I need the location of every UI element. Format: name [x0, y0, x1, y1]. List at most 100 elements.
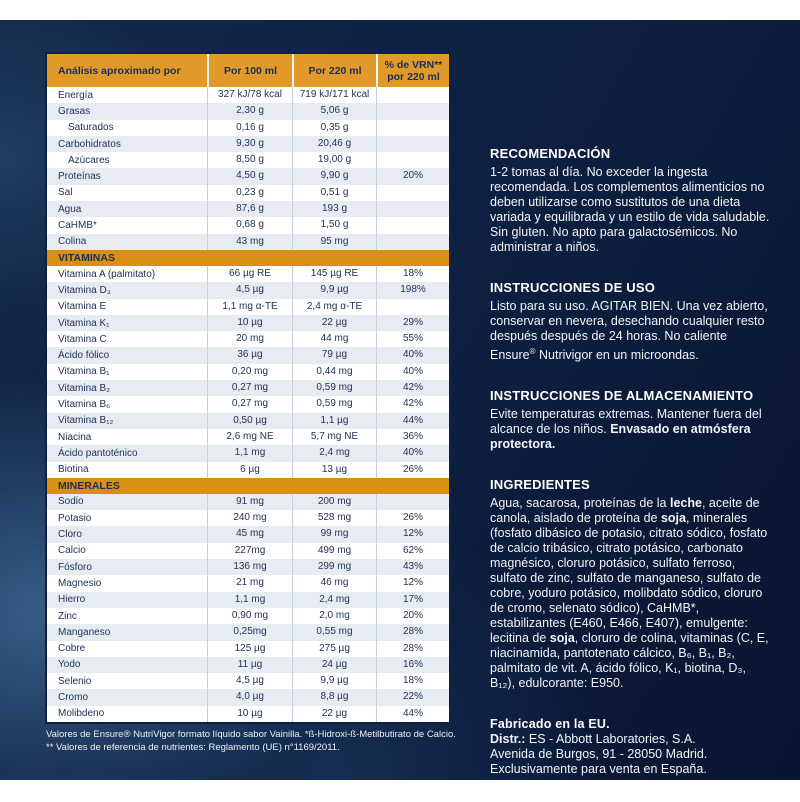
panel: RECOMENDACIÓN 1-2 tomas al día. No excede…	[490, 146, 772, 255]
vrn-percent: 17%	[376, 591, 449, 608]
vrn-percent: 40%	[376, 363, 449, 381]
value-per-100ml: 136 mg	[207, 559, 292, 576]
value-per-220ml: 528 mg	[292, 510, 376, 527]
value-per-100ml: 1,1 mg α-TE	[207, 298, 292, 315]
row-label: Grasas	[58, 105, 91, 117]
text: Nutrivigor en un microondas.	[535, 348, 699, 363]
text: Evite temperaturas extremas. Mantener fu…	[490, 407, 762, 437]
table-row: Ácido fólico 36 µg 79 µg 40%	[47, 347, 449, 364]
info-panels: RECOMENDACIÓN 1-2 tomas al día. No excede…	[490, 146, 772, 802]
value-per-220ml: 1,50 g	[292, 217, 376, 234]
value-per-220ml: 1,1 µg	[292, 412, 376, 429]
table-footnote: Valores de Ensure® NutriVigor formato lí…	[46, 728, 466, 754]
text: , cloruro de colina, vitaminas (C, E, ni…	[490, 631, 769, 691]
value-per-100ml: 240 mg	[207, 510, 292, 527]
value-per-220ml: 95 mg	[292, 233, 376, 250]
panel-heading: INGREDIENTES	[490, 477, 590, 493]
panel-heading: Fabricado en la EU.	[490, 717, 610, 732]
row-label: Cloro	[58, 529, 82, 541]
value-per-100ml: 4,50 g	[207, 168, 292, 185]
row-label: Sodio	[58, 496, 84, 508]
text: , minerales (fosfato dibásico de potasio…	[490, 511, 768, 646]
value-per-100ml: 0,23 g	[207, 184, 292, 202]
bold-text: soja	[549, 631, 575, 646]
table-row: Vitamina D₃ 4,5 µg 9,9 µg 198%	[47, 282, 449, 299]
vrn-percent: 18%	[376, 265, 449, 283]
table-row: Zinc 0,90 mg 2,0 mg 20%	[47, 607, 449, 625]
value-per-220ml: 499 mg	[292, 542, 376, 560]
table-row: Cobre 125 µg 275 µg 28%	[47, 640, 449, 657]
value-per-100ml: 8,50 g	[207, 152, 292, 169]
row-label: Potasio	[58, 512, 92, 524]
value-per-100ml: 2,6 mg NE	[207, 428, 292, 446]
vrn-percent: 20%	[376, 168, 449, 185]
row-label: Vitamina K₁	[58, 317, 110, 329]
vrn-percent: 16%	[376, 656, 449, 674]
table-row: Ácido pantoténico 1,1 mg 2,4 mg 40%	[47, 445, 449, 462]
panel: INSTRUCCIONES DE USO Listo para su uso. A…	[490, 280, 772, 363]
value-per-100ml: 6 µg	[207, 461, 292, 478]
vrn-percent	[376, 233, 449, 250]
panel-paragraph: Listo para su uso. AGITAR BIEN. Una vez …	[490, 299, 772, 363]
value-per-220ml: 44 mg	[292, 331, 376, 348]
panel-heading: INSTRUCCIONES DE ALMACENAMIENTO	[490, 388, 754, 404]
value-per-100ml: 0,50 µg	[207, 412, 292, 429]
column-header-per-100ml: Por 100 ml	[207, 54, 292, 87]
value-per-100ml: 227mg	[207, 542, 292, 560]
footnote-line-1: Valores de Ensure® NutriVigor formato lí…	[46, 729, 456, 740]
text: ®	[529, 347, 536, 356]
row-label: Selenio	[58, 675, 92, 687]
table-row: Sodio 91 mg 200 mg	[47, 493, 449, 511]
table-row: Saturados 0,16 g 0,35 g	[47, 119, 449, 136]
value-per-100ml: 327 kJ/78 kcal	[207, 87, 292, 104]
vrn-percent: 42%	[376, 396, 449, 413]
vrn-percent: 26%	[376, 510, 449, 527]
table-row: Sal 0,23 g 0,51 g	[47, 184, 449, 202]
value-per-220ml: 275 µg	[292, 640, 376, 657]
vrn-percent	[376, 493, 449, 511]
row-label: Cobre	[58, 643, 86, 655]
value-per-100ml: 11 µg	[207, 656, 292, 674]
panel-heading: RECOMENDACIÓN	[490, 146, 611, 161]
value-per-100ml: 0,20 mg	[207, 363, 292, 381]
vrn-percent	[376, 103, 449, 120]
value-per-100ml: 0,16 g	[207, 119, 292, 136]
row-label: Ácido fólico	[58, 350, 110, 362]
vrn-percent: 20%	[376, 607, 449, 625]
value-per-220ml: 0,35 g	[292, 119, 376, 136]
value-per-220ml: 5,7 mg NE	[292, 428, 376, 446]
vrn-percent	[376, 119, 449, 136]
value-per-100ml: 1,1 mg	[207, 591, 292, 608]
table-row: Vitamina B₁₂ 0,50 µg 1,1 µg 44%	[47, 412, 449, 429]
nutrition-table-body: Energía 327 kJ/78 kcal 719 kJ/171 kcal Gras…	[47, 87, 449, 722]
vrn-percent: 40%	[376, 347, 449, 364]
value-per-220ml: 0,51 g	[292, 184, 376, 202]
text: Listo para su uso. AGITAR BIEN. Una vez …	[490, 299, 768, 363]
row-label: Vitamina A (palmitato)	[58, 268, 156, 280]
row-label: Azúcares	[68, 154, 110, 166]
table-row: Grasas 2,30 g 5,06 g	[47, 103, 449, 120]
vrn-percent	[376, 217, 449, 234]
value-per-220ml: 5,06 g	[292, 103, 376, 120]
bold-text: Envasado en atmósfera protectora.	[490, 422, 751, 452]
value-per-100ml: 2,30 g	[207, 103, 292, 120]
vrn-percent	[376, 135, 449, 153]
table-row: Vitamina B₆ 0,27 mg 0,59 mg 42%	[47, 396, 449, 413]
value-per-220ml: 9,9 µg	[292, 673, 376, 690]
panel-paragraph: Agua, sacarosa, proteínas de la leche, a…	[490, 496, 772, 691]
value-per-220ml: 200 mg	[292, 493, 376, 511]
row-label: Biotina	[58, 464, 89, 476]
panel-heading: INSTRUCCIONES DE USO	[490, 280, 656, 295]
vrn-percent	[376, 152, 449, 169]
value-per-220ml: 0,59 mg	[292, 396, 376, 413]
value-per-220ml: 99 mg	[292, 526, 376, 543]
value-per-220ml: 2,4 mg	[292, 445, 376, 462]
value-per-220ml: 79 µg	[292, 347, 376, 364]
table-row: Magnesio 21 mg 46 mg 12%	[47, 575, 449, 592]
table-row: Vitamina E 1,1 mg α-TE 2,4 mg α-TE	[47, 298, 449, 315]
vrn-percent: 28%	[376, 624, 449, 641]
value-per-220ml: 24 µg	[292, 656, 376, 674]
value-per-100ml: 0,90 mg	[207, 607, 292, 625]
row-label: Vitamina B₁₂	[58, 415, 114, 427]
value-per-220ml: 9,90 g	[292, 168, 376, 185]
